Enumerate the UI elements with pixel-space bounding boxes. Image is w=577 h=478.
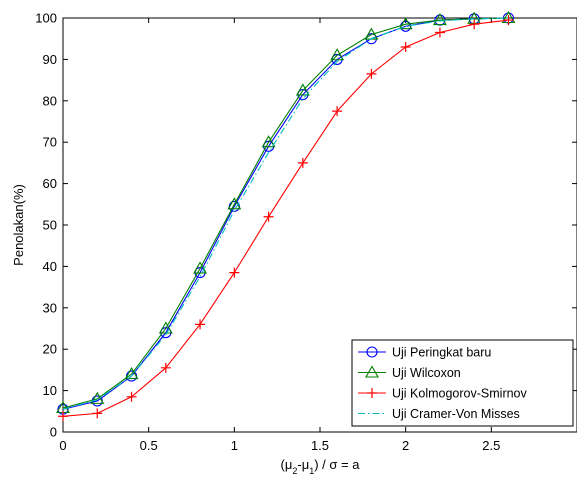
data-point bbox=[432, 12, 447, 26]
data-point bbox=[366, 68, 377, 79]
y-tick-label: 90 bbox=[43, 52, 57, 67]
series-3 bbox=[62, 17, 509, 410]
data-point bbox=[193, 261, 208, 274]
data-point bbox=[158, 321, 173, 334]
data-point bbox=[126, 391, 137, 402]
series-line bbox=[62, 17, 509, 410]
data-point bbox=[92, 408, 103, 419]
y-tick-label: 80 bbox=[43, 93, 57, 108]
data-point bbox=[398, 17, 413, 30]
y-tick-label: 20 bbox=[43, 342, 57, 357]
y-tick-label: 60 bbox=[43, 176, 57, 191]
tick-layer: 0 0.5 1 1.5 2 2.5 0 10 20 30 40 50 60 70 80 90 100 bbox=[35, 11, 577, 453]
legend-box bbox=[351, 339, 574, 427]
x-tick-label: 2.5 bbox=[482, 438, 500, 453]
legend-marker bbox=[365, 365, 379, 378]
data-point bbox=[195, 319, 206, 330]
y-tick-label: 0 bbox=[50, 425, 57, 440]
data-point bbox=[227, 197, 242, 210]
legend-label: Uji Peringkat baru bbox=[392, 346, 491, 360]
x-tick-label: 0.5 bbox=[140, 438, 158, 453]
y-tick-label: 70 bbox=[43, 135, 57, 150]
series-line bbox=[62, 19, 509, 417]
data-point bbox=[160, 362, 171, 373]
data-point bbox=[330, 48, 345, 61]
x-tick-label: 2 bbox=[402, 438, 409, 453]
legend-label: Uji Cramer-Von Misses bbox=[392, 407, 520, 421]
series-line bbox=[62, 17, 509, 409]
data-point bbox=[229, 267, 240, 278]
legend-marker bbox=[366, 346, 378, 358]
data-point bbox=[90, 391, 105, 404]
x-axis-label: (μ2-μ1) / σ = a bbox=[281, 457, 361, 476]
data-point bbox=[503, 15, 514, 26]
data-point bbox=[295, 83, 310, 96]
y-tick-label: 40 bbox=[43, 259, 57, 274]
data-point bbox=[400, 41, 411, 52]
legend-label: Uji Wilcoxon bbox=[392, 366, 461, 380]
series-2 bbox=[58, 15, 514, 422]
legend-label: Uji Kolmogorov-Smirnov bbox=[392, 387, 528, 401]
data-point bbox=[58, 411, 68, 422]
data-point bbox=[261, 135, 276, 148]
y-axis-label: Penolakan(%) bbox=[11, 184, 26, 266]
y-tick-label: 30 bbox=[43, 300, 57, 315]
y-tick-label: 10 bbox=[43, 383, 57, 398]
legend: Uji Peringkat baru Uji Wilcoxon Uji Kolmog… bbox=[351, 339, 574, 427]
data-point bbox=[263, 211, 274, 222]
x-tick-label: 0 bbox=[59, 438, 66, 453]
data-point bbox=[124, 366, 139, 380]
x-tick-label: 1.5 bbox=[311, 438, 329, 453]
data-point bbox=[469, 19, 480, 30]
legend-marker bbox=[367, 388, 377, 398]
data-point bbox=[297, 157, 308, 168]
y-tick-label: 50 bbox=[43, 218, 57, 233]
series-layer bbox=[56, 10, 516, 422]
x-tick-label: 1 bbox=[231, 438, 238, 453]
y-tick-label: 100 bbox=[35, 11, 57, 26]
data-point bbox=[332, 106, 343, 117]
data-point bbox=[434, 27, 445, 38]
series-1 bbox=[56, 10, 516, 414]
